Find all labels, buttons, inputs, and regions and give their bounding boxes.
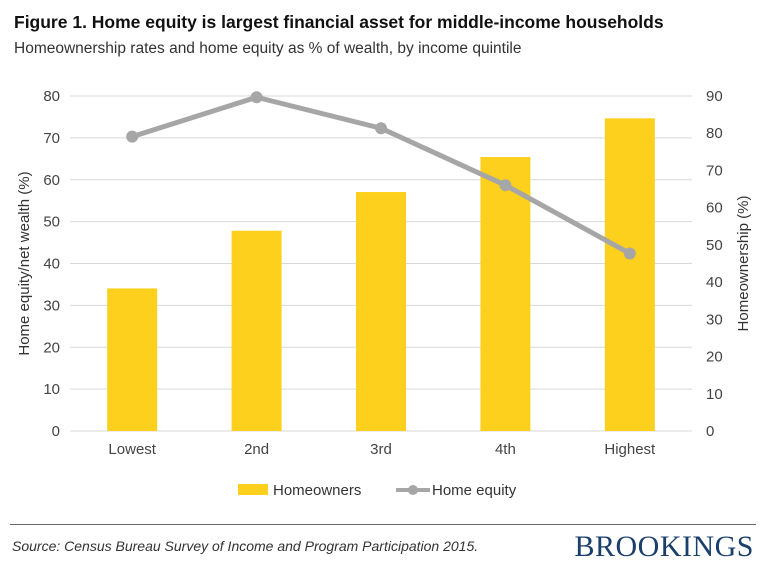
right-axis-label: Homeownership (%) — [735, 196, 752, 332]
point-3rd — [375, 122, 387, 135]
category-label-highest: Highest — [604, 441, 656, 458]
left-tick-10: 10 — [43, 381, 60, 398]
left-tick-40: 40 — [43, 256, 60, 273]
line-series — [126, 91, 636, 260]
right-tick-10: 10 — [706, 386, 723, 403]
left-tick-20: 20 — [43, 339, 60, 356]
footer-divider — [10, 524, 756, 525]
gridlines — [70, 95, 692, 432]
bar-2nd — [231, 230, 282, 431]
bar-highest — [604, 118, 655, 431]
left-tick-80: 80 — [43, 88, 60, 105]
right-axis-ticks: 0 10 20 30 40 50 60 70 80 90 — [706, 88, 723, 440]
left-tick-70: 70 — [43, 130, 60, 147]
legend-label-home-equity: Home equity — [432, 482, 517, 499]
chart-area: 0 10 20 30 40 50 60 70 80 0 10 20 30 40 50 60 70 80 90 Lo… — [16, 88, 752, 499]
left-tick-0: 0 — [52, 423, 60, 440]
right-tick-0: 0 — [706, 423, 714, 440]
bar-series — [107, 118, 655, 432]
right-tick-80: 80 — [706, 125, 723, 142]
bar-lowest — [107, 288, 158, 431]
right-tick-30: 30 — [706, 311, 723, 328]
left-axis-label: Home equity/net wealth (%) — [16, 171, 33, 355]
left-tick-50: 50 — [43, 214, 60, 231]
left-axis-ticks: 0 10 20 30 40 50 60 70 80 — [43, 88, 60, 440]
legend-marker-home-equity — [408, 485, 418, 495]
point-4th — [499, 179, 512, 192]
legend-label-homeowners: Homeowners — [273, 482, 361, 499]
chart-title: Figure 1. Home equity is largest financi… — [14, 12, 664, 32]
right-tick-20: 20 — [706, 349, 723, 366]
bar-4th — [480, 157, 531, 432]
category-axis-ticks: Lowest 2nd 3rd 4th Highest — [108, 441, 656, 458]
legend-swatch-homeowners — [238, 484, 268, 495]
legend: Homeowners Home equity — [238, 482, 517, 499]
brookings-logo: BROOKINGS — [574, 530, 754, 563]
source-note: Source: Census Bureau Survey of Income a… — [12, 538, 479, 554]
category-label-4th: 4th — [495, 441, 516, 458]
right-tick-70: 70 — [706, 162, 723, 179]
point-highest — [623, 247, 636, 260]
right-tick-90: 90 — [706, 88, 723, 105]
category-label-2nd: 2nd — [244, 441, 269, 458]
category-label-lowest: Lowest — [108, 441, 156, 458]
right-tick-40: 40 — [706, 274, 723, 291]
right-tick-60: 60 — [706, 200, 723, 217]
category-label-3rd: 3rd — [370, 441, 392, 458]
point-2nd — [250, 91, 263, 104]
bar-3rd — [356, 192, 406, 431]
right-tick-50: 50 — [706, 237, 723, 254]
chart-subtitle: Homeownership rates and home equity as %… — [14, 40, 522, 57]
left-tick-30: 30 — [43, 297, 60, 314]
left-tick-60: 60 — [43, 172, 60, 189]
point-lowest — [126, 130, 139, 143]
